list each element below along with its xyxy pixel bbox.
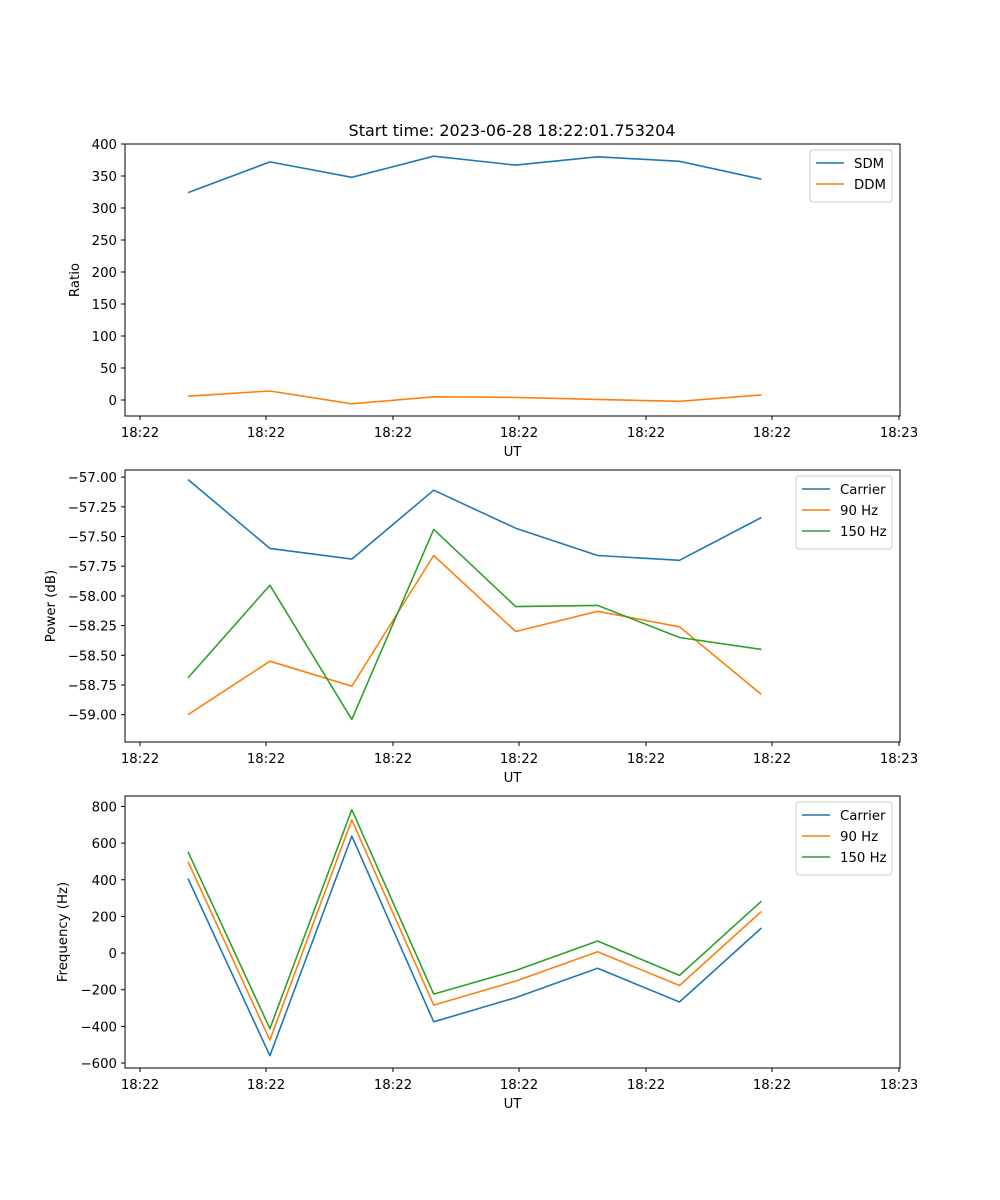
x-axis-label: UT [504,771,523,786]
y-tick-label: −57.75 [68,560,117,575]
legend-label: 90 Hz [840,504,878,519]
x-tick-label: 18:22 [374,1078,412,1093]
subplots: 18:22 18:22 18:22 18:22 18:22 18:22 18:23 0 50 10… [44,138,918,1112]
y-tick-label: −58.00 [68,590,117,605]
y-tick-label: 200 [92,910,117,925]
y-tick-label: 300 [92,202,117,217]
series-line-90-hz [187,554,762,716]
legend-label: 150 Hz [840,851,887,866]
y-tick-label: 350 [92,170,117,185]
series-line-150-hz [187,528,762,721]
legend-label: 90 Hz [840,830,878,845]
y-axis-label: Frequency (Hz) [56,882,71,982]
y-tick-label: 800 [92,800,117,815]
legend: Carrier 90 Hz 150 Hz [795,801,893,876]
y-tick-label: −57.25 [68,501,117,516]
x-tick-label: 18:22 [374,752,412,767]
x-tick-label: 18:22 [500,426,538,441]
x-tick-label: 18:22 [500,1078,538,1093]
x-axis-label: UT [504,445,523,460]
subplot-2: 18:22 18:22 18:22 18:22 18:22 18:22 18:23 −59.0… [44,469,918,786]
x-tick-label: 18:22 [247,1078,285,1093]
y-tick-label: 150 [92,298,117,313]
series-line-carrier [187,478,762,562]
x-tick-label: 18:22 [374,426,412,441]
subplot-3: 18:22 18:22 18:22 18:22 18:22 18:22 18:23 −600 −… [56,795,918,1112]
y-tick-label: 250 [92,234,117,249]
x-tick-label: 18:22 [500,752,538,767]
x-tick-label: 18:22 [121,1078,159,1093]
y-tick-label: −59.00 [68,709,117,724]
x-tick-label: 18:22 [247,426,285,441]
y-tick-label: −58.25 [68,620,117,635]
legend-label: 150 Hz [840,525,887,540]
x-tick-label: 18:23 [880,752,918,767]
legend: SDM DDM [809,149,893,203]
series-line-carrier [187,835,762,1057]
series-line-sdm [187,155,762,194]
series-line-150-hz [187,808,762,1030]
y-axis-label: Power (dB) [44,570,59,642]
y-tick-label: 100 [92,330,117,345]
x-tick-label: 18:23 [880,1078,918,1093]
x-tick-label: 18:22 [753,1078,791,1093]
figure-title: Start time: 2023-06-28 18:22:01.753204 [349,121,676,140]
y-tick-label: −57.50 [68,531,117,546]
legend-label: DDM [854,178,886,193]
x-tick-label: 18:22 [247,752,285,767]
subplot-1: 18:22 18:22 18:22 18:22 18:22 18:22 18:23 0 50 10… [68,138,918,460]
x-tick-label: 18:22 [627,1078,665,1093]
y-axis-label: Ratio [68,263,83,297]
y-tick-label: 400 [92,874,117,889]
y-tick-label: −57.00 [68,471,117,486]
legend-label: Carrier [840,483,886,498]
x-tick-label: 18:22 [121,426,159,441]
y-tick-label: 400 [92,138,117,153]
x-tick-label: 18:22 [627,426,665,441]
x-tick-label: 18:23 [880,426,918,441]
y-tick-label: 200 [92,266,117,281]
x-tick-label: 18:22 [753,426,791,441]
x-axis-label: UT [504,1097,523,1112]
axes-frame [124,143,901,417]
y-tick-label: −58.75 [68,679,117,694]
y-tick-label: 0 [109,947,117,962]
x-tick-label: 18:22 [121,752,159,767]
y-tick-label: −58.50 [68,649,117,664]
y-tick-label: 50 [100,362,117,377]
y-tick-label: 600 [92,837,117,852]
series-line-ddm [187,390,762,405]
y-tick-label: 0 [109,394,117,409]
x-tick-label: 18:22 [627,752,665,767]
axes-frame [124,795,901,1069]
axes-frame [124,469,901,743]
series-line-90-hz [187,818,762,1041]
legend-label: SDM [854,157,884,172]
y-tick-label: −400 [80,1020,117,1035]
legend-label: Carrier [840,809,886,824]
legend: Carrier 90 Hz 150 Hz [795,475,893,550]
y-tick-label: −600 [80,1057,117,1072]
y-tick-label: −200 [80,984,117,999]
x-tick-label: 18:22 [753,752,791,767]
